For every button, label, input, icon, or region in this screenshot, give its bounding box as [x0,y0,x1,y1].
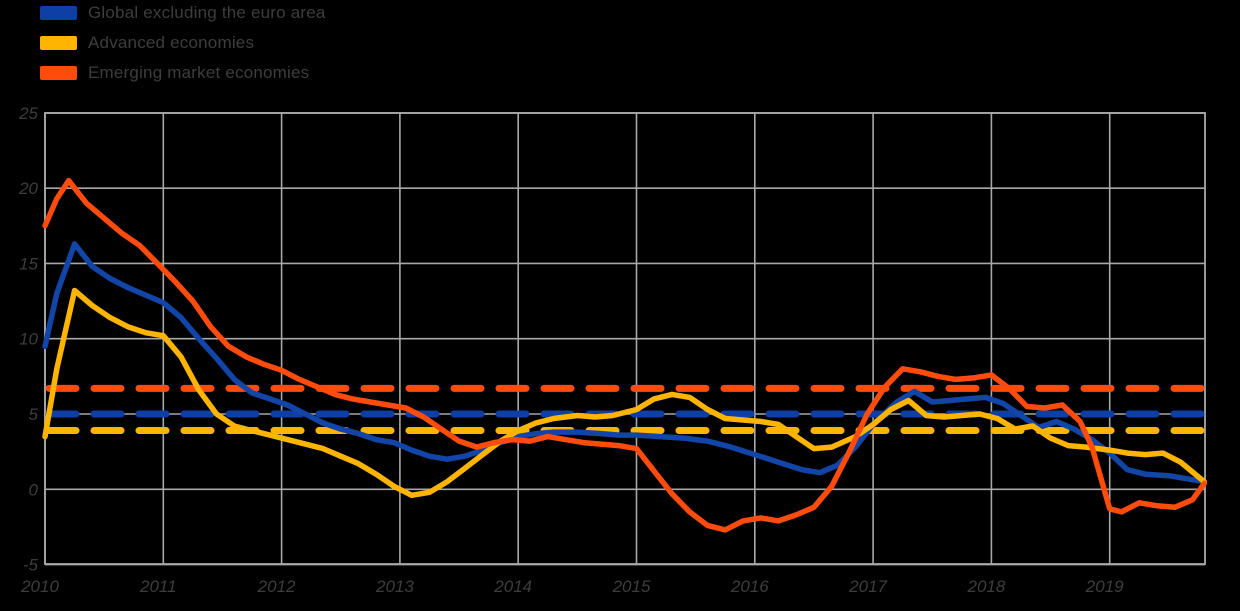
x-tick-label: 2015 [612,577,651,596]
legend-swatch-advanced [40,35,77,50]
chart-legend: Global excluding the euro area Advanced … [40,2,326,83]
y-tick-label: 5 [29,405,39,424]
x-tick-label: 2019 [1085,577,1124,596]
series-line [42,287,1208,499]
y-tick-label: 10 [19,330,38,349]
x-tick-label: 2013 [375,577,414,596]
y-tick-label: -5 [23,556,39,575]
legend-item-advanced: Advanced economies [40,32,326,53]
series-line [42,177,1208,533]
y-tick-label: 15 [19,254,38,273]
legend-item-global: Global excluding the euro area [40,2,326,23]
x-tick-label: 2016 [730,577,769,596]
legend-label-advanced: Advanced economies [88,32,255,52]
y-tick-label: 0 [29,480,39,499]
series-line [42,241,1208,485]
x-tick-label: 2014 [493,577,532,596]
x-tick-label: 2011 [139,577,177,596]
y-tick-label: 20 [18,179,38,198]
x-tick-label: 2017 [848,577,887,596]
x-tick-label: 2010 [20,577,59,596]
legend-swatch-global [40,5,77,20]
legend-item-emerging: Emerging market economies [40,62,326,83]
x-tick-label: 2012 [257,577,296,596]
legend-label-emerging: Emerging market economies [88,62,310,82]
y-tick-label: 25 [18,104,38,123]
legend-label-global: Global excluding the euro area [88,2,326,22]
legend-swatch-emerging [40,65,77,80]
x-tick-label: 2018 [966,577,1005,596]
